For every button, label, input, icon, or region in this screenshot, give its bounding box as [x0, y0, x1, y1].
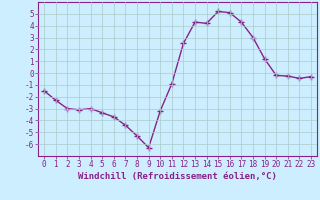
X-axis label: Windchill (Refroidissement éolien,°C): Windchill (Refroidissement éolien,°C) — [78, 172, 277, 181]
